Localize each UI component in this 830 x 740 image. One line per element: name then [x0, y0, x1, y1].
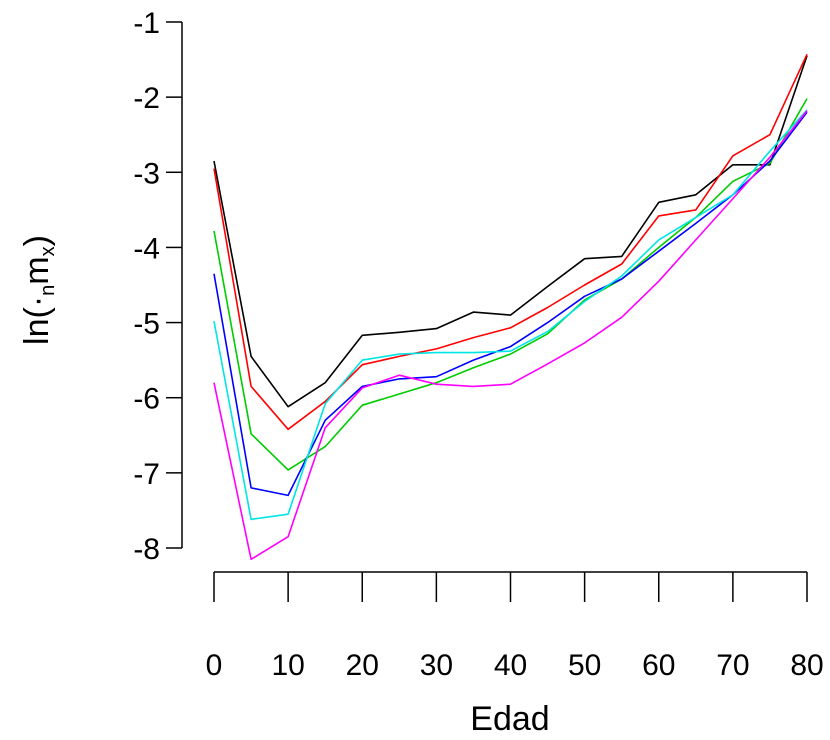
series-line-2: [213, 53, 808, 431]
y-tick-label: -3: [133, 157, 160, 190]
series-line-3: [213, 98, 808, 471]
y-tick-label: -2: [133, 82, 160, 115]
y-tick-label: -4: [133, 232, 160, 265]
series-line-4: [213, 111, 808, 497]
x-axis-title: Edad: [470, 700, 549, 738]
y-tick-label: -6: [133, 383, 160, 416]
y-axis-title: ln(·nmx): [18, 235, 59, 345]
x-axis: 0 10 20 30 40 50 60 70 80: [206, 571, 824, 682]
series-line-5: [213, 109, 808, 521]
y-tick-label: -5: [133, 308, 160, 341]
x-tick-label: 0: [206, 649, 223, 682]
y-tick-label: -1: [133, 7, 160, 40]
series-line-1: [213, 55, 808, 408]
x-tick-label: 50: [568, 649, 601, 682]
y-tick-label: -7: [133, 458, 160, 491]
series-layer: [213, 53, 808, 561]
x-tick-label: 60: [642, 649, 675, 682]
series-line-6: [213, 110, 808, 561]
y-axis: -1 -2 -3 -4 -5 -6 -7 -8: [133, 7, 183, 566]
x-tick-label: 40: [494, 649, 527, 682]
x-tick-label: 70: [716, 649, 749, 682]
x-tick-label: 80: [790, 649, 823, 682]
y-tick-label: -8: [133, 533, 160, 566]
x-tick-label: 10: [271, 649, 304, 682]
x-tick-label: 20: [346, 649, 379, 682]
x-tick-label: 30: [420, 649, 453, 682]
